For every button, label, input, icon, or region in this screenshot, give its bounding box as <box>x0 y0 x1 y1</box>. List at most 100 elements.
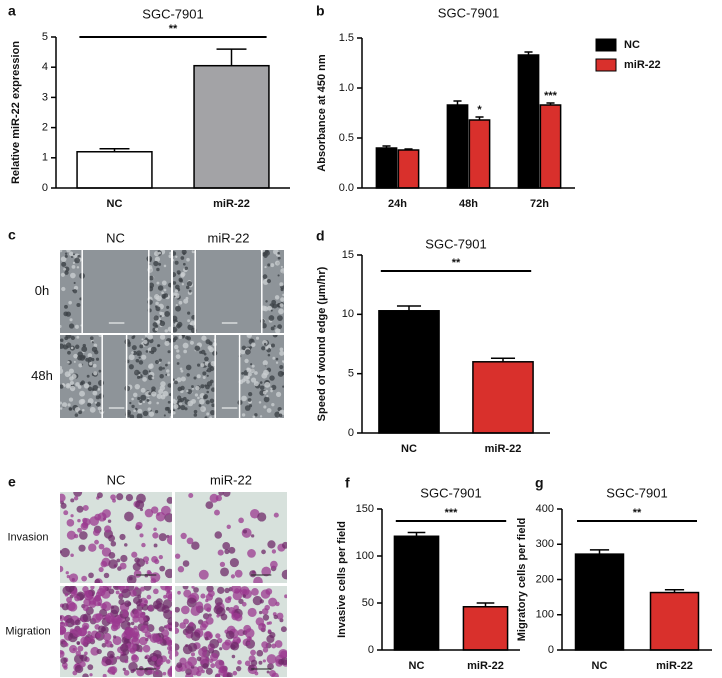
cell <box>206 374 209 377</box>
stained-cell <box>119 533 126 541</box>
stained-cell <box>166 535 172 545</box>
panel-letter: e <box>8 474 16 490</box>
stained-cell <box>167 640 172 647</box>
stained-cell <box>247 607 257 618</box>
y-tick-label: 4 <box>42 61 48 73</box>
cell <box>190 320 196 326</box>
stained-cell <box>95 613 103 621</box>
cell <box>270 389 273 393</box>
cell <box>251 342 256 347</box>
cell <box>267 263 271 267</box>
stained-cell <box>120 554 128 563</box>
cell <box>183 396 187 401</box>
cell <box>156 267 160 272</box>
y-tick-label: 400 <box>536 503 554 515</box>
y-tick-label: 3 <box>42 91 48 103</box>
cell <box>177 386 183 392</box>
stained-cell <box>140 624 149 634</box>
stained-cell <box>281 541 287 549</box>
cell <box>195 385 200 391</box>
stained-cell <box>60 650 65 658</box>
stained-cell <box>64 593 69 597</box>
cell <box>136 375 141 379</box>
cell <box>140 394 147 401</box>
cell <box>178 335 183 339</box>
stained-cell <box>104 525 112 533</box>
cell <box>73 360 76 363</box>
stained-cell <box>77 527 82 533</box>
cell <box>141 338 144 341</box>
stained-cell <box>149 633 160 643</box>
cell <box>205 400 210 405</box>
cell <box>251 364 255 368</box>
cell <box>277 324 283 330</box>
stained-cell <box>136 667 145 677</box>
legend-swatch <box>595 58 617 72</box>
stained-cell <box>88 635 95 643</box>
x-tick-label: NC <box>592 660 608 672</box>
cell <box>141 354 147 360</box>
cell <box>75 344 80 350</box>
significance: ** <box>452 257 461 269</box>
cell <box>70 346 74 350</box>
cell <box>173 295 176 298</box>
micrograph <box>175 492 287 583</box>
stained-cell <box>207 590 215 598</box>
stained-cell <box>218 492 224 496</box>
cell <box>194 345 201 351</box>
bar <box>539 104 562 189</box>
cell <box>92 363 97 368</box>
cell <box>158 251 161 255</box>
cell <box>280 297 284 302</box>
stained-cell <box>90 646 100 656</box>
stained-cell <box>228 606 235 614</box>
stained-cell <box>146 569 152 575</box>
cell <box>76 335 80 339</box>
stained-cell <box>144 599 148 604</box>
cell <box>65 335 72 339</box>
y-tick-label: 0 <box>548 644 554 656</box>
stained-cell <box>237 660 242 665</box>
stained-cell <box>60 615 63 620</box>
chart-title: SGC-7901 <box>606 485 667 500</box>
stained-cell <box>102 673 107 677</box>
stained-cell <box>110 494 116 501</box>
cell <box>176 362 180 365</box>
y-tick-label: 1.0 <box>339 82 354 94</box>
cell <box>131 335 135 340</box>
row-label: 0h <box>35 283 49 298</box>
stained-cell <box>116 558 121 563</box>
stained-cell <box>221 641 231 651</box>
stained-cell <box>122 610 129 618</box>
stained-cell <box>231 654 236 659</box>
cell <box>173 344 179 350</box>
cell <box>264 381 271 388</box>
stained-cell <box>200 593 206 599</box>
cell <box>67 360 70 364</box>
micrograph <box>60 250 171 333</box>
bar <box>375 147 398 189</box>
cell <box>250 338 254 342</box>
stained-cell <box>126 635 131 640</box>
stained-cell <box>94 539 99 545</box>
stained-cell <box>101 642 107 648</box>
cell <box>244 358 249 364</box>
y-axis-label: Relative miR-22 expression <box>10 41 22 184</box>
cell <box>197 396 200 400</box>
cell <box>167 361 171 365</box>
bar <box>649 591 700 651</box>
cell <box>166 406 171 411</box>
cell <box>185 285 190 290</box>
stained-cell <box>107 519 112 523</box>
cell <box>254 413 258 417</box>
cell <box>196 374 201 379</box>
stained-cell <box>131 654 138 661</box>
cell <box>174 289 179 293</box>
cell <box>128 364 134 370</box>
cell <box>135 358 140 363</box>
cell <box>263 396 270 403</box>
cell <box>266 394 269 398</box>
cell <box>61 286 66 292</box>
stained-cell <box>181 605 190 615</box>
stained-cell <box>130 621 135 626</box>
